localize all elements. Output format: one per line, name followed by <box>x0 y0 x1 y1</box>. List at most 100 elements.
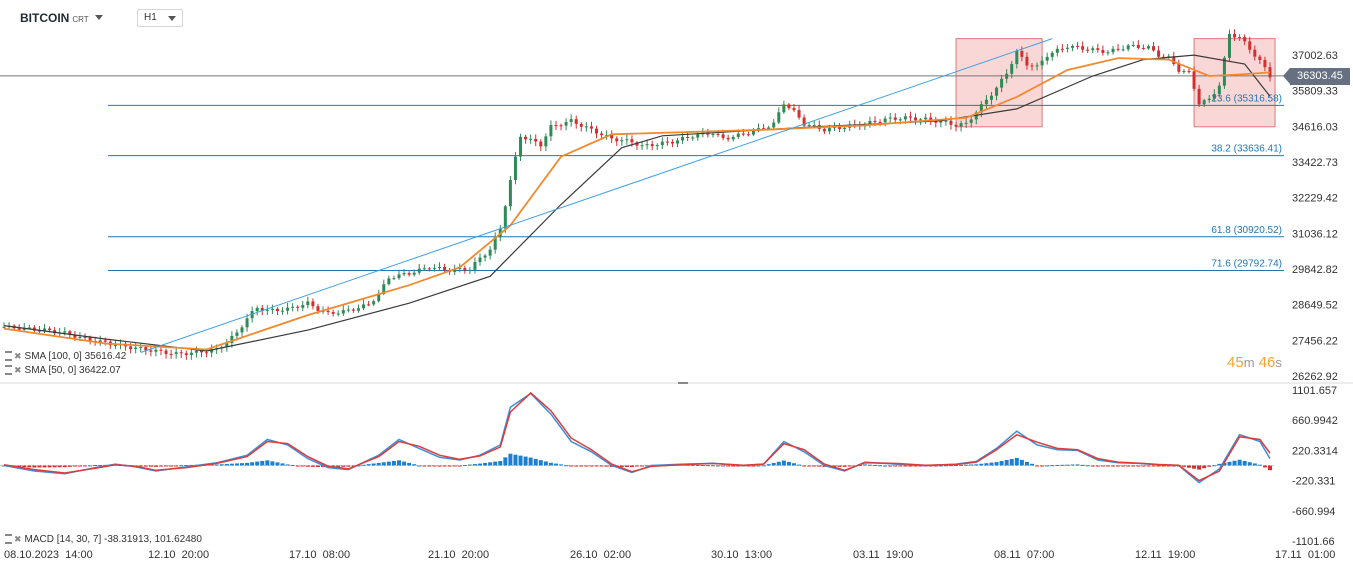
candle-body <box>43 328 47 331</box>
macd-histogram-bar <box>1060 464 1065 466</box>
menu-icon[interactable] <box>5 534 12 545</box>
menu-icon[interactable] <box>5 365 12 376</box>
macd-legend-text: MACD [14, 30, 7] -38.31913, 101.62480 <box>24 534 202 545</box>
candle-body <box>291 306 295 308</box>
macd-histogram-bar <box>184 464 189 466</box>
macd-histogram-bar <box>361 464 366 466</box>
macd-histogram-bar <box>427 465 432 467</box>
candle-body <box>260 307 264 311</box>
macd-histogram-bar <box>837 465 842 467</box>
macd-histogram-bar <box>574 465 579 467</box>
candle-body <box>868 120 872 124</box>
candle-body <box>1182 71 1186 73</box>
macd-histogram-bar <box>538 460 543 466</box>
macd-histogram-bar <box>341 465 346 467</box>
macd-histogram-bar <box>994 462 999 466</box>
sma100-legend-text: SMA [100, 0] 35616.42 <box>24 351 127 362</box>
symbol-chevron-down-icon[interactable] <box>95 15 103 20</box>
macd-histogram-bar <box>569 465 574 467</box>
macd-histogram-bar <box>371 463 376 466</box>
macd-histogram-bar <box>255 461 260 466</box>
macd-histogram-bar <box>751 465 756 467</box>
macd-histogram-bar <box>265 460 270 466</box>
candle-body <box>407 273 411 275</box>
macd-histogram-bar <box>1207 465 1212 467</box>
close-icon[interactable]: ✖ <box>14 534 22 544</box>
price-tick-label: 35809.33 <box>1292 86 1338 98</box>
candle-body <box>660 141 664 146</box>
macd-histogram-bar <box>761 465 766 467</box>
macd-histogram-bar <box>943 465 948 467</box>
candle-body <box>179 352 183 354</box>
candle-body <box>676 140 680 144</box>
candle-body <box>655 145 659 147</box>
macd-histogram-bar <box>797 464 802 466</box>
candle-body <box>751 130 755 135</box>
macd-histogram-bar <box>1024 461 1029 466</box>
trendline-line <box>140 38 1053 353</box>
close-icon[interactable]: ✖ <box>14 351 22 361</box>
candle-body <box>1146 46 1150 49</box>
candle-body <box>984 99 988 105</box>
candle-body <box>1248 41 1252 50</box>
close-icon[interactable]: ✖ <box>14 365 22 375</box>
candle-body <box>625 139 629 141</box>
candle-body <box>270 308 274 310</box>
macd-histogram-bar <box>989 462 994 466</box>
candle-body <box>1045 56 1049 61</box>
candle-body <box>1005 73 1009 79</box>
macd-histogram-bar <box>523 456 528 466</box>
sma50-legend[interactable]: ✖ SMA [50, 0] 36422.07 <box>5 365 121 376</box>
candle-body <box>620 140 624 142</box>
macd-legend[interactable]: ✖ MACD [14, 30, 7] -38.31913, 101.62480 <box>5 534 202 545</box>
candle-body <box>463 268 467 271</box>
candle-body <box>1010 64 1014 74</box>
menu-icon[interactable] <box>5 351 12 362</box>
price-tick-label: 34616.03 <box>1292 121 1338 133</box>
macd-histogram-bar <box>847 465 852 467</box>
price-tick-label: 33422.73 <box>1292 157 1338 169</box>
time-tick-label: 17.10 08:00 <box>289 549 350 561</box>
candle-body <box>645 144 649 146</box>
macd-histogram-bar <box>280 463 285 466</box>
candle-body <box>589 126 593 129</box>
candle-body <box>68 331 72 335</box>
timer-seconds-unit: s <box>1275 355 1282 370</box>
macd-histogram-bar <box>503 457 508 466</box>
timeframe-select[interactable]: H1 <box>137 9 183 27</box>
candle-body <box>594 128 598 134</box>
candle-body <box>139 347 143 349</box>
candle-body <box>924 117 928 120</box>
candle-body <box>989 95 993 100</box>
fib-label-61-8: 61.8 (30920.52) <box>1211 225 1282 236</box>
candle-body <box>255 307 259 312</box>
candle-body <box>468 269 472 271</box>
macd-histogram-bar <box>27 465 32 468</box>
candle-body <box>1076 45 1080 47</box>
candle-body <box>767 127 771 130</box>
macd-histogram-bar <box>584 465 589 467</box>
candle-body <box>554 125 558 127</box>
macd-histogram-bar <box>984 463 989 466</box>
macd-histogram-bar <box>32 465 37 468</box>
candle-body <box>1152 46 1156 51</box>
candle-body <box>807 125 811 127</box>
macd-histogram-bar <box>974 464 979 466</box>
candle-body <box>731 136 735 140</box>
candle-body <box>1187 71 1191 73</box>
macd-histogram-bar <box>640 465 645 467</box>
highlight-zones <box>955 38 1276 128</box>
symbol-selector[interactable]: BITCOIN CRT <box>20 11 89 25</box>
candle-body <box>1258 56 1262 61</box>
macd-histogram-bar <box>386 461 391 466</box>
macd-histogram-bar <box>158 465 163 467</box>
macd-histogram-bar <box>417 465 422 467</box>
candle-body <box>949 120 953 125</box>
sma100-legend[interactable]: ✖ SMA [100, 0] 35616.42 <box>5 351 126 362</box>
candle-body <box>113 345 117 347</box>
macd-histogram-bar <box>1268 465 1272 471</box>
candle-body <box>306 301 310 306</box>
candle-body <box>372 301 376 305</box>
candle-body <box>812 125 816 127</box>
